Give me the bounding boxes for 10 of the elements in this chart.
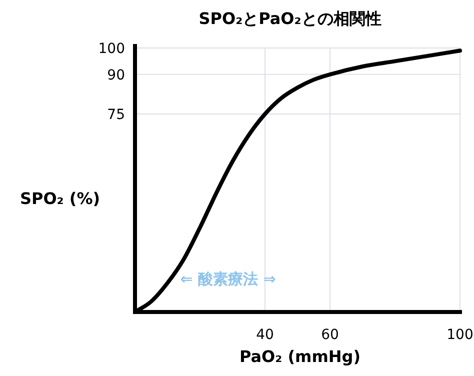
y-tick-label: 75 bbox=[107, 107, 125, 123]
x-tick-label: 60 bbox=[321, 327, 339, 343]
x-axis-title: PaO₂ (mmHg) bbox=[239, 347, 361, 366]
x-tick-label: 40 bbox=[256, 327, 274, 343]
x-tick-label: 100 bbox=[446, 327, 474, 343]
annotation: ⇐ 酸素療法 ⇒ bbox=[180, 270, 276, 288]
y-tick-label: 100 bbox=[98, 41, 125, 57]
y-axis-title: SPO₂ (%) bbox=[20, 189, 100, 208]
chart-title: SPO₂とPaO₂との相関性 bbox=[198, 9, 382, 28]
y-tick-label: 90 bbox=[107, 67, 125, 84]
